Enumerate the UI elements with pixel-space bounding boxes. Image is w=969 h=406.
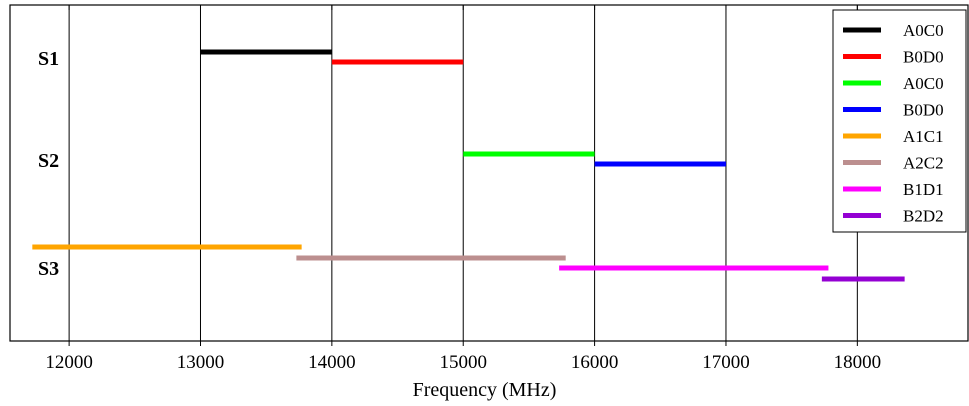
row-label-s1: S1	[38, 48, 59, 70]
x-tick-label: 16000	[571, 352, 619, 373]
row-labels: S1 S2 S3	[38, 48, 59, 280]
legend-label: B0D0	[903, 101, 944, 120]
row-label-s2: S2	[38, 150, 59, 172]
bars-layer	[32, 49, 905, 282]
x-tick-label: 17000	[702, 352, 750, 373]
legend-label: B2D2	[903, 207, 944, 226]
x-tick-label: 12000	[45, 352, 93, 373]
x-tick-label: 14000	[308, 352, 356, 373]
plot-frame	[9, 4, 969, 342]
legend-label: B1D1	[903, 180, 944, 199]
legend-label: B0D0	[903, 48, 944, 67]
legend-label: A2C2	[903, 154, 944, 173]
x-axis: 12000 13000 14000 15000 16000 17000 18000	[45, 5, 881, 373]
x-tick-label: 13000	[177, 352, 225, 373]
x-tick-label: 18000	[834, 352, 882, 373]
legend: A0C0 B0D0 A0C0 B0D0 A1C1 A2C2 B1D1 B2D2	[832, 9, 967, 233]
legend-label: A0C0	[903, 74, 944, 93]
grid-layer	[68, 5, 858, 341]
legend-box	[832, 9, 967, 233]
legend-label: A0C0	[903, 21, 944, 40]
row-label-s3: S3	[38, 258, 59, 280]
legend-label: A1C1	[903, 127, 944, 146]
x-tick-label: 15000	[439, 352, 487, 373]
x-axis-title: Frequency (MHz)	[413, 379, 557, 401]
